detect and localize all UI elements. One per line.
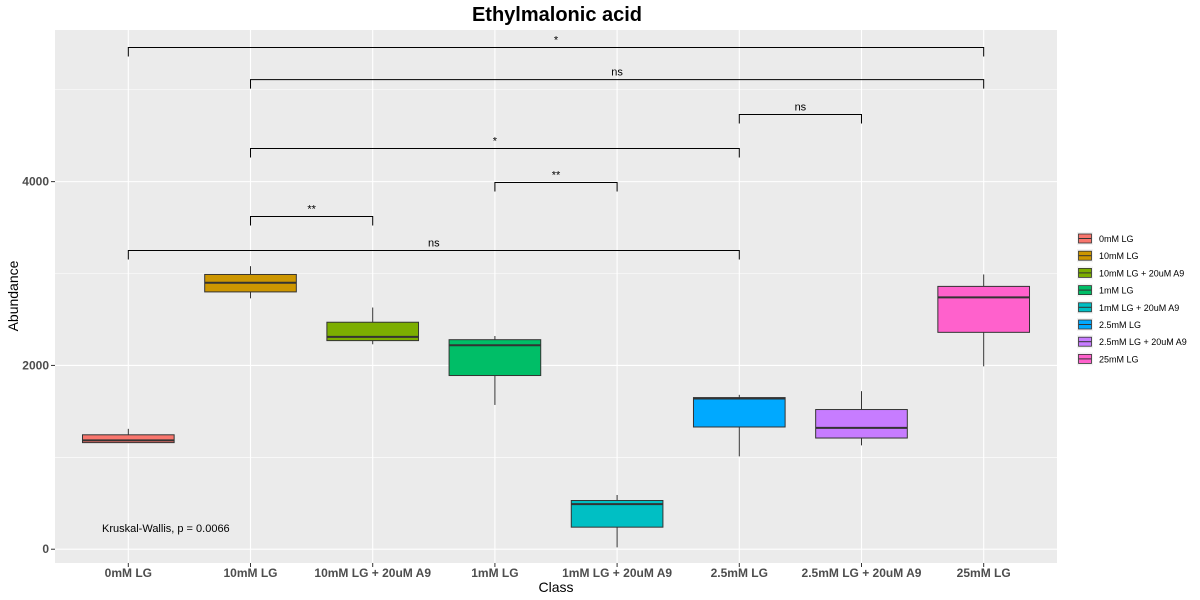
plot-panel bbox=[55, 30, 1057, 563]
bracket-line bbox=[250, 79, 985, 89]
box-body bbox=[815, 409, 908, 439]
box-body bbox=[81, 434, 175, 444]
x-tick-label: 10mM LG + 20uM A9 bbox=[314, 566, 431, 580]
x-tick-label: 25mM LG bbox=[957, 566, 1011, 580]
legend-label: 0mM LG bbox=[1099, 234, 1134, 244]
significance-bracket: ** bbox=[494, 170, 618, 192]
legend-item: 25mM LG bbox=[1077, 352, 1139, 366]
bracket-line bbox=[494, 182, 618, 192]
box-1 bbox=[81, 428, 175, 444]
box-2 bbox=[204, 266, 297, 299]
significance-bracket: ** bbox=[250, 204, 374, 226]
y-axis: 0 2000 4000 bbox=[22, 175, 55, 556]
x-axis-title: Class bbox=[538, 579, 573, 595]
box-5 bbox=[570, 494, 664, 548]
legend-label: 25mM LG bbox=[1099, 354, 1139, 364]
significance-label: ns bbox=[611, 67, 623, 79]
legend-label: 2.5mM LG bbox=[1099, 320, 1141, 330]
significance-label: * bbox=[554, 34, 559, 46]
bracket-line bbox=[250, 148, 740, 158]
x-tick-label: 2.5mM LG bbox=[711, 566, 768, 580]
boxes bbox=[81, 266, 1031, 548]
box-3 bbox=[326, 307, 420, 345]
bracket-line bbox=[127, 46, 985, 57]
significance-label: ** bbox=[552, 170, 561, 182]
significance-label: ns bbox=[795, 102, 807, 114]
bracket-line bbox=[250, 216, 374, 226]
box-body bbox=[692, 397, 786, 428]
legend-label: 10mM LG + 20uM A9 bbox=[1099, 268, 1184, 278]
legend-label: 1mM LG + 20uM A9 bbox=[1099, 303, 1179, 313]
x-axis: 0mM LG 10mM LG 10mM LG + 20uM A9 1mM LG 1mM … bbox=[105, 563, 1011, 580]
significance-bracket: ns bbox=[127, 238, 740, 260]
x-tick-label: 10mM LG bbox=[224, 566, 278, 580]
kruskal-wallis-annotation: Kruskal-Wallis, p = 0.0066 bbox=[102, 523, 230, 535]
y-tick-label: 2000 bbox=[22, 358, 49, 372]
x-tick-label: 1mM LG + 20uM A9 bbox=[562, 566, 672, 580]
chart-title: Ethylmalonic acid bbox=[472, 4, 642, 26]
legend-label: 1mM LG bbox=[1099, 286, 1134, 296]
significance-label: ** bbox=[307, 204, 316, 216]
box-4 bbox=[448, 336, 542, 405]
y-tick-label: 4000 bbox=[22, 175, 49, 189]
legend-label: 10mM LG bbox=[1099, 251, 1139, 261]
box-7 bbox=[815, 391, 908, 446]
legend-item: 2.5mM LG + 20uM A9 bbox=[1077, 335, 1187, 349]
legend-item: 2.5mM LG bbox=[1077, 318, 1141, 331]
significance-bracket: * bbox=[127, 34, 985, 57]
significance-bracket: * bbox=[250, 136, 740, 158]
x-tick-label: 2.5mM LG + 20uM A9 bbox=[802, 566, 922, 580]
legend-item: 1mM LG bbox=[1077, 283, 1134, 297]
legend-item: 1mM LG + 20uM A9 bbox=[1077, 300, 1179, 314]
x-tick-label: 1mM LG bbox=[471, 566, 518, 580]
significance-bracket: ns bbox=[738, 102, 862, 124]
box-body bbox=[937, 285, 1031, 333]
bracket-line bbox=[738, 114, 862, 124]
box-8 bbox=[937, 274, 1031, 367]
x-tick-label: 0mM LG bbox=[105, 566, 152, 580]
significance-label: * bbox=[493, 136, 498, 148]
legend-item: 10mM LG bbox=[1077, 249, 1139, 263]
legend-item: 10mM LG + 20uM A9 bbox=[1077, 266, 1184, 280]
bracket-line bbox=[127, 250, 740, 260]
y-tick-label: 0 bbox=[42, 542, 49, 556]
legend: 0mM LG 10mM LG 10mM LG + 20uM A9 1mM LG 1mM … bbox=[1077, 232, 1187, 366]
legend-label: 2.5mM LG + 20uM A9 bbox=[1099, 337, 1187, 347]
box-6 bbox=[692, 394, 786, 457]
legend-item: 0mM LG bbox=[1077, 232, 1134, 245]
y-axis-title: Abundance bbox=[5, 260, 21, 331]
significance-label: ns bbox=[428, 238, 440, 250]
significance-bracket: ns bbox=[250, 67, 985, 89]
